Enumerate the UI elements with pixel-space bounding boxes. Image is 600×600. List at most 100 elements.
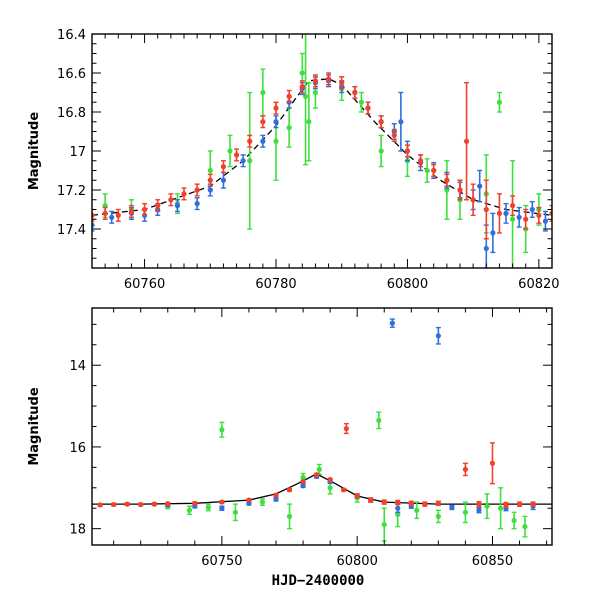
top-data-point [109, 210, 115, 224]
top-y-tick-label: 16.4 [57, 28, 86, 43]
bottom-data-point [151, 501, 157, 507]
top-x-tick-label: 60780 [255, 277, 296, 292]
top-data-point [398, 91, 404, 152]
bottom-data-point [395, 503, 401, 514]
top-data-point [490, 212, 496, 254]
top-data-point [141, 202, 148, 217]
bottom-x-tick-label: 60750 [201, 554, 242, 569]
bottom-plot-area [92, 318, 552, 542]
bottom-x-axis-title: HJD−2400000 [272, 573, 365, 589]
bottom-data-point [462, 501, 469, 524]
top-data-point [273, 115, 279, 129]
top-data-point [424, 158, 430, 183]
top-data-point [227, 134, 233, 168]
bottom-data-point [389, 318, 395, 328]
bottom-data-point [259, 498, 266, 507]
bottom-data-point [435, 500, 441, 507]
top-y-tick-label: 16.8 [57, 106, 86, 121]
top-data-point [496, 193, 503, 234]
bottom-data-point [484, 493, 490, 520]
bottom-data-point [186, 505, 193, 516]
top-data-point [431, 163, 437, 178]
top-data-point [378, 115, 384, 129]
bottom-data-point [341, 487, 347, 493]
bottom-data-point [395, 499, 401, 506]
bottom-data-point [476, 507, 482, 514]
top-data-point [516, 206, 522, 228]
bottom-data-point [286, 503, 293, 530]
bottom-data-point [449, 504, 455, 511]
bottom-data-point [522, 515, 528, 538]
top-data-point [444, 160, 450, 220]
top-data-point [523, 208, 529, 230]
top-data-point [286, 107, 292, 148]
bottom-data-point [503, 501, 509, 509]
bottom-data-point [138, 501, 144, 508]
top-data-point [260, 115, 266, 129]
top-data-point [496, 91, 503, 113]
top-plot-area [92, 34, 552, 268]
top-data-point [536, 206, 542, 224]
top-data-point [457, 179, 463, 201]
bottom-data-point [489, 442, 496, 485]
top-data-point [247, 134, 253, 148]
top-data-point [247, 91, 253, 230]
top-data-point [470, 183, 476, 217]
top-data-point [404, 144, 411, 158]
top-data-point [325, 72, 332, 86]
bottom-data-point [286, 487, 293, 493]
bottom-data-point [511, 511, 517, 530]
top-data-point [529, 200, 535, 219]
bottom-data-point [313, 472, 320, 478]
top-data-point [194, 183, 200, 197]
top-data-point [444, 173, 450, 187]
bottom-y-tick-label: 18 [69, 523, 86, 538]
bottom-data-point [530, 501, 536, 507]
top-data-point [352, 85, 358, 100]
bottom-data-point [343, 422, 349, 435]
top-data-point [260, 68, 266, 117]
top-data-point [378, 134, 384, 168]
bottom-data-point [354, 493, 360, 499]
bottom-data-point [381, 507, 387, 542]
top-data-point [302, 34, 309, 166]
bottom-data-point [273, 492, 279, 498]
top-data-point [312, 74, 319, 88]
top-data-point [286, 89, 292, 103]
top-data-point [168, 193, 174, 207]
bottom-y-axis-title: Magnitude [27, 387, 42, 466]
bottom-data-point [300, 479, 306, 485]
top-data-point [299, 80, 305, 94]
bottom-data-point [111, 501, 117, 508]
top-data-point [102, 206, 108, 220]
bottom-y-tick-label: 14 [69, 359, 86, 374]
top-data-point [477, 169, 483, 203]
top-data-point [115, 208, 121, 222]
top-data-point [509, 160, 516, 268]
bottom-data-point [414, 501, 420, 520]
top-data-point [260, 134, 266, 148]
top-axes-frame [91, 33, 553, 269]
top-data-point [233, 148, 240, 162]
bottom-data-point [232, 503, 239, 522]
top-data-point [339, 76, 345, 90]
bottom-data-point [376, 411, 382, 430]
bottom-x-tick-label: 60800 [336, 554, 377, 569]
top-data-point [509, 195, 516, 217]
bottom-data-point [219, 421, 225, 438]
bottom-data-point [327, 477, 333, 483]
top-y-tick-label: 17 [69, 145, 86, 160]
top-data-point [155, 199, 161, 213]
top-y-tick-label: 17.2 [57, 184, 86, 199]
top-data-point [417, 154, 424, 168]
bottom-x-tick-label: 60850 [472, 554, 513, 569]
bottom-data-point [497, 487, 504, 530]
top-data-point [463, 82, 470, 201]
top-data-point [181, 187, 187, 201]
top-data-point [128, 204, 135, 219]
top-data-point [391, 128, 397, 142]
bottom-data-point [219, 505, 225, 511]
top-data-point [358, 91, 365, 113]
bottom-panel: 60750 60800 60850 14 16 18 Magnitude HJD−240000… [27, 307, 553, 589]
bottom-data-point [165, 501, 171, 507]
